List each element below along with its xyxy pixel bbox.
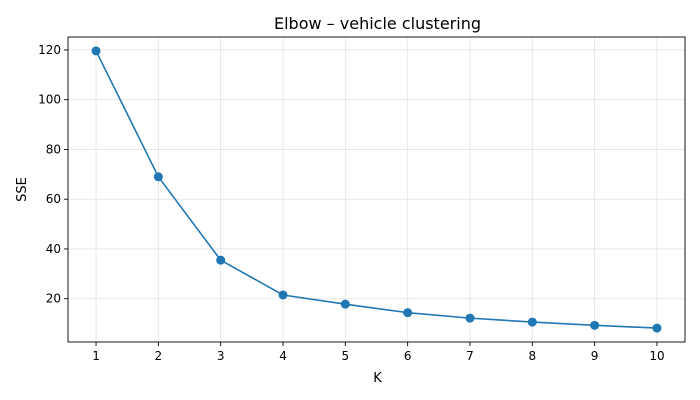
x-tick-label: 6 <box>404 349 412 363</box>
x-tick-label: 8 <box>528 349 536 363</box>
chart-title: Elbow – vehicle clustering <box>274 14 481 33</box>
plot-frame <box>67 36 686 343</box>
x-tick-label: 2 <box>155 349 163 363</box>
series-layer <box>91 46 662 333</box>
series-line <box>95 50 657 329</box>
grid-lines <box>68 37 685 342</box>
y-tick-label: 40 <box>46 242 61 256</box>
y-axis-ticks: 20 40 60 80 100 120 <box>38 43 68 306</box>
data-point <box>527 317 537 327</box>
y-tick-label: 100 <box>38 93 61 107</box>
data-point <box>465 313 475 323</box>
x-tick-label: 4 <box>279 349 287 363</box>
x-axis-ticks: 1 2 3 4 5 6 7 8 9 10 <box>92 342 665 363</box>
x-tick-label: 9 <box>591 349 599 363</box>
x-tick-label: 1 <box>92 349 100 363</box>
data-point <box>652 323 662 333</box>
data-point <box>278 290 288 300</box>
x-tick-label: 7 <box>466 349 474 363</box>
y-axis-label: SSE <box>15 177 30 202</box>
x-axis-label: K <box>373 371 382 386</box>
y-tick-label: 120 <box>38 43 61 57</box>
x-tick-label: 5 <box>342 349 350 363</box>
data-point <box>340 299 350 309</box>
data-point <box>216 255 226 265</box>
data-point <box>153 172 163 182</box>
y-tick-label: 60 <box>46 192 61 206</box>
data-point <box>91 46 101 56</box>
y-tick-label: 20 <box>46 292 61 306</box>
x-tick-label: 3 <box>217 349 225 363</box>
x-tick-label: 10 <box>649 349 664 363</box>
y-tick-label: 80 <box>46 142 61 156</box>
data-point <box>590 320 600 330</box>
data-point <box>403 308 413 318</box>
